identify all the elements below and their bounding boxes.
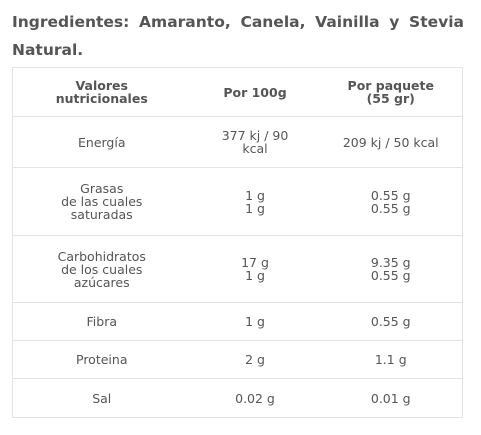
header-line: (55 gr) [366,91,415,106]
value-line: 1 g [245,200,265,216]
table-header-row: Valores nutricionales Por 100g Por paque… [12,67,463,117]
table-row-energy: Energía 377 kj / 90 kcal 209 kj / 50 kca… [12,116,463,168]
per-package-value: 9.35 g 0.55 g [319,235,463,303]
header-per-package: Por paquete (55 gr) [319,67,463,117]
header-per-100g: Por 100g [190,67,320,117]
row-label: Proteina [12,340,191,379]
header-line: Por paquete [347,78,434,93]
table-row-carbohydrates: Carbohidratos de los cuales azúcares 17 … [12,235,463,303]
row-label: Energía [12,116,191,168]
value-line: 0.55 g [370,200,411,216]
ingredients-text: Ingredientes: Amaranto, Canela, Vainilla… [12,13,464,59]
per-package-value: 209 kj / 50 kcal [319,116,463,168]
nutrition-table: Valores nutricionales Por 100g Por paque… [12,67,463,418]
row-label: Fibra [12,302,191,341]
label-line: Sal [92,390,112,406]
per-package-value: 0.55 g 0.55 g [319,167,463,236]
value-line: 9.35 g [370,255,411,270]
per-100g-value: 0.02 g [190,378,320,418]
header-nutritional-values: Valores nutricionales [12,67,191,117]
per-100g-value: 1 g [190,302,320,341]
header-line: Valores [75,78,128,93]
value-line: 17 g [241,255,269,270]
value-line: 0.55 g [370,268,411,283]
label-line: azúcares [73,274,130,290]
value-line: 1.1 g [374,352,407,367]
table-row-fiber: Fibra 1 g 0.55 g [12,302,463,341]
value-line: 0.02 g [235,390,275,406]
label-line: Energía [78,134,126,150]
value-line: 2 g [245,352,265,367]
per-package-value: 0.55 g [319,302,463,341]
header-line: nutricionales [55,91,148,106]
value-line: 1 g [245,268,265,283]
per-100g-value: 2 g [190,340,320,379]
row-label: Grasas de las cuales saturadas [12,167,191,236]
value-line: kcal [242,141,268,156]
table-row-salt: Sal 0.02 g 0.01 g [12,378,463,418]
label-line: Grasas [80,181,124,196]
value-line: 1 g [245,314,265,329]
value-line: 0.55 g [370,314,411,329]
value-line: 209 kj / 50 kcal [342,134,439,150]
label-line: Carbohidratos [57,248,146,264]
per-100g-value: 1 g 1 g [190,167,320,236]
label-line: de los cuales [61,261,143,277]
table-row-protein: Proteina 2 g 1.1 g [12,340,463,379]
value-line: 0.55 g [370,187,411,203]
label-line: saturadas [70,207,133,222]
per-100g-value: 377 kj / 90 kcal [190,116,320,168]
per-100g-value: 17 g 1 g [190,235,320,303]
value-line: 0.01 g [370,390,411,406]
value-line: 377 kj / 90 [221,128,289,143]
label-line: Fibra [86,314,118,329]
per-package-value: 0.01 g [319,378,463,418]
label-line: de las cuales [61,194,143,209]
row-label: Carbohidratos de los cuales azúcares [12,235,191,303]
value-line: 1 g [245,187,265,203]
label-line: Proteina [76,352,128,367]
header-line: Por 100g [223,84,287,100]
row-label: Sal [12,378,191,418]
table-row-fats: Grasas de las cuales saturadas 1 g 1 g 0… [12,167,463,236]
per-package-value: 1.1 g [319,340,463,379]
